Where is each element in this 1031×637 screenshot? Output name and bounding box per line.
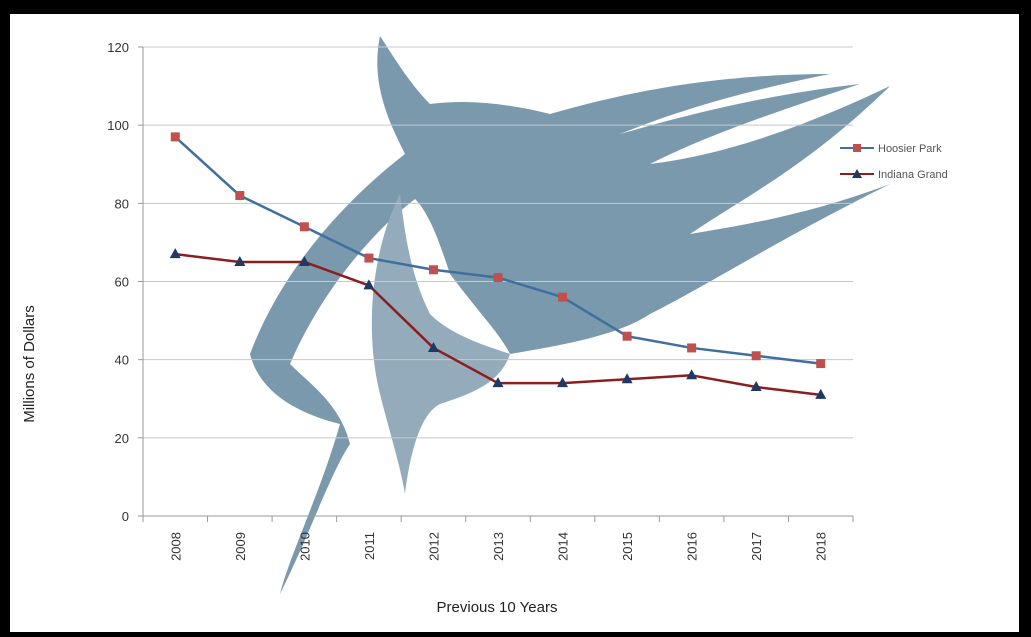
legend: Hoosier Park Indiana Grand	[840, 143, 948, 181]
y-axis-title: Millions of Dollars	[21, 305, 38, 423]
y-tick-label: 80	[115, 196, 129, 211]
data-point	[170, 132, 180, 142]
x-tick-label: 2015	[620, 532, 635, 561]
data-point	[621, 373, 633, 384]
data-point	[298, 255, 310, 266]
data-point	[234, 255, 246, 266]
legend-marker-1	[852, 169, 862, 178]
y-tick-label: 100	[107, 118, 129, 133]
data-point	[235, 191, 245, 201]
data-point	[169, 248, 181, 259]
y-tick-label: 60	[115, 275, 129, 290]
data-point	[299, 222, 309, 232]
x-tick-label: 2012	[426, 532, 441, 561]
x-tick-label: 2009	[233, 532, 248, 561]
data-point	[493, 273, 503, 283]
x-axis-title: Previous 10 Years	[437, 599, 558, 616]
data-point	[427, 341, 439, 352]
y-tick-labels: 0 20 40 60 80 100 120	[107, 40, 129, 524]
legend-label: Hoosier Park	[878, 143, 942, 155]
data-point	[622, 331, 632, 341]
x-tick-label: 2008	[168, 532, 183, 561]
data-point	[558, 292, 568, 302]
data-point	[687, 343, 697, 353]
data-point	[750, 381, 762, 392]
x-tick-label: 2014	[556, 532, 571, 561]
x-tick-label: 2018	[814, 532, 829, 561]
data-point	[557, 377, 569, 388]
data-point	[428, 265, 438, 275]
data-point	[364, 253, 374, 263]
y-tick-label: 0	[122, 509, 129, 524]
x-tick-labels: 2008 2009 2010 2011 2012 2013 2014 2015 2016 2017…	[168, 532, 828, 561]
y-tick-label: 40	[115, 353, 129, 368]
data-point	[492, 377, 504, 388]
axes	[138, 46, 854, 522]
data-point	[815, 388, 827, 399]
y-tick-label: 20	[115, 431, 129, 446]
horse-head-watermark	[250, 36, 890, 594]
line-chart: 0 20 40 60 80 100 120 2008 2009 2010 2011 2012 2013…	[21, 36, 948, 616]
data-point	[686, 369, 698, 380]
legend-marker-0	[853, 144, 861, 152]
y-tick-label: 120	[107, 40, 129, 55]
x-tick-label: 2017	[749, 532, 764, 561]
legend-label: Indiana Grand	[878, 169, 948, 181]
x-tick-label: 2016	[685, 532, 700, 561]
chart-frame: 0 20 40 60 80 100 120 2008 2009 2010 2011 2012 2013…	[10, 14, 1019, 632]
data-point	[751, 351, 761, 361]
x-tick-label: 2011	[362, 532, 377, 560]
series-markers	[169, 132, 827, 399]
x-tick-label: 2013	[491, 532, 506, 561]
x-tick-label: 2010	[297, 532, 312, 561]
data-point	[363, 279, 375, 290]
data-point	[816, 359, 826, 369]
